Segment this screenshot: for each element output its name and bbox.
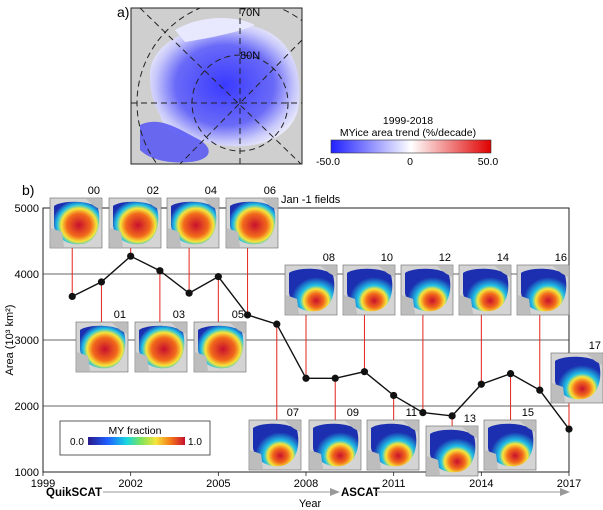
legend-title: MY fraction (109, 425, 162, 437)
data-point (68, 292, 76, 301)
panel-a-label: a) (117, 4, 129, 20)
colorbar-mid: 0 (407, 156, 413, 168)
arctic-map (131, 8, 302, 164)
data-point (506, 370, 515, 378)
ascat-arrow-head (560, 488, 570, 496)
thumbnail-map (225, 197, 279, 249)
panel-b-label: b) (22, 182, 34, 198)
thumbnail-year-label: 17 (589, 340, 601, 352)
thumbnail-year-label: 06 (264, 185, 276, 197)
trend-colorbar (330, 139, 492, 154)
colorbar-title-1: 1999-2018 (383, 115, 433, 127)
thumbnail-map (550, 352, 603, 404)
thumbnail-year-label: 15 (522, 407, 534, 419)
thumbnail-year-label: 10 (381, 252, 393, 264)
thumbnail-year-label: 05 (232, 309, 244, 321)
thumbnail-year-label: 03 (173, 309, 185, 321)
data-point (331, 374, 339, 382)
thumbnail-map (248, 419, 302, 471)
quikscat-arrow-head (330, 488, 340, 496)
data-point (419, 409, 427, 417)
my-fraction-colorbar (88, 437, 185, 445)
lat-label-70n: 70N (240, 7, 260, 19)
thumbnail-year-label: 08 (323, 252, 335, 264)
thumbnails: 00 01 02 03 04 05 06 07 08 09 10 11 12 13 14 15 16 17 (49, 185, 603, 477)
thumbnail-map (366, 419, 420, 471)
thumbnail-map (425, 425, 479, 477)
x-tick-label: 2008 (294, 478, 318, 490)
x-tick-label: 1999 (31, 478, 55, 490)
colorbar-max: 50.0 (478, 156, 499, 168)
legend-max: 1.0 (188, 437, 202, 448)
thumbnail-year-label: 00 (88, 185, 100, 197)
series-area (68, 252, 573, 433)
y-ticks: 1000 2000 3000 4000 5000 (15, 203, 39, 479)
y-tick-label: 2000 (15, 401, 39, 413)
data-point (302, 374, 310, 382)
x-tick-label: 2002 (118, 478, 142, 490)
thumbnail-map (49, 197, 103, 249)
thumbnail-year-label: 16 (555, 252, 567, 264)
thumbnail-map (284, 264, 338, 316)
x-tick-label: 2017 (557, 478, 581, 490)
x-axis-label: Year (299, 498, 322, 510)
thumbnail-year-label: 04 (205, 185, 217, 197)
data-point (360, 368, 369, 376)
thumbnail-year-label: 13 (464, 413, 476, 425)
thumbnail-map (166, 197, 220, 249)
thumbnail-year-label: 09 (347, 407, 359, 419)
lat-label-80n: 80N (240, 50, 260, 62)
fields-label: Jan -1 fields (281, 194, 341, 206)
data-point (477, 380, 485, 388)
y-tick-label: 1000 (15, 467, 39, 479)
data-point (97, 278, 106, 286)
thumbnail-map (458, 264, 512, 316)
x-tick-label: 2011 (382, 478, 406, 490)
data-point (390, 391, 398, 400)
y-tick-label: 3000 (15, 335, 39, 347)
data-point (273, 320, 281, 328)
data-point (156, 267, 164, 275)
y-tick-label: 4000 (15, 269, 39, 281)
colorbar-title-2: MYice area trend (%/decade) (340, 127, 476, 139)
x-ticks: 1999 2002 2005 2008 2011 2014 2017 (31, 472, 581, 490)
thumbnail-map (342, 264, 396, 316)
thumbnail-map (134, 321, 188, 373)
thumbnail-year-label: 07 (287, 407, 299, 419)
sensor-ascat: ASCAT (341, 487, 380, 499)
series-line (71, 255, 570, 430)
sensor-quikscat: QuikSCAT (46, 487, 102, 499)
y-axis-label: Area (10³ km²) (4, 305, 16, 376)
colorbar-min: -50.0 (316, 156, 340, 168)
data-point (565, 425, 573, 433)
thumbnail-year-label: 14 (497, 252, 509, 264)
legend-min: 0.0 (70, 437, 84, 448)
data-point (536, 386, 544, 394)
thumbnail-year-label: 11 (406, 407, 417, 419)
data-point (448, 412, 456, 420)
x-tick-label: 2014 (469, 478, 493, 490)
thumbnail-year-label: 12 (439, 252, 451, 264)
thumbnail-map (516, 264, 570, 316)
data-point (185, 289, 193, 297)
thumbnail-map (308, 419, 362, 471)
thumbnail-year-label: 01 (114, 309, 126, 321)
thumbnail-connectors (71, 248, 570, 430)
thumbnail-year-label: 02 (147, 185, 159, 197)
x-tick-label: 2005 (206, 478, 230, 490)
thumbnail-map (75, 321, 129, 373)
data-point (127, 252, 135, 260)
thumbnail-map (483, 419, 537, 471)
thumbnail-map (193, 321, 247, 373)
data-point (214, 273, 222, 281)
y-tick-label: 5000 (15, 203, 39, 215)
thumbnail-map (108, 197, 162, 249)
data-point (243, 311, 252, 319)
thumbnail-map (400, 264, 454, 316)
